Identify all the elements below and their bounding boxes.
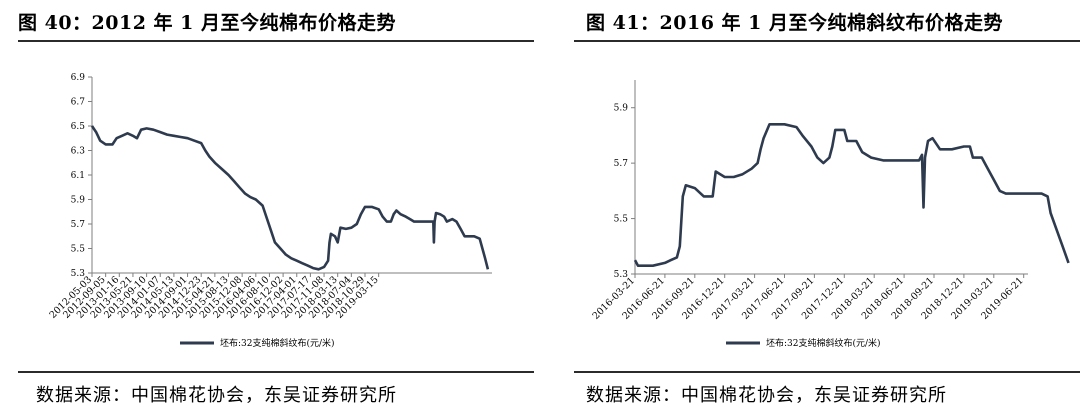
figure-40-chart: 6.96.76.56.36.15.95.75.55.32012-05-03201… (48, 73, 492, 349)
figure-40-title: 图 40：2012 年 1 月至今纯棉布价格走势 (18, 12, 397, 34)
y-tick-label: 5.5 (71, 245, 86, 255)
y-tick-label: 5.7 (71, 220, 86, 230)
y-tick-label: 5.9 (71, 196, 86, 206)
figure-40-panel: 图 40：2012 年 1 月至今纯棉布价格走势 6.9 6.7 6.5 6.3 6.1… (18, 12, 534, 406)
figure-41-panel: 图 41：2016 年 1 月至今纯棉斜纹布价格走势 5.9 5.7 5.5 5.3 2… (556, 0, 1080, 418)
source-rule (18, 371, 534, 373)
series-line (633, 123, 1070, 267)
series-line (90, 125, 490, 271)
title-rule (574, 40, 1080, 42)
legend-label: 坯布:32支纯棉斜纹布(元/米) (220, 337, 335, 349)
legend-label: 坯布:32支纯棉斜纹布(元/米) (766, 337, 881, 349)
y-tick-label: 6.9 (71, 73, 86, 83)
y-tick-label: 5.3 (614, 270, 629, 280)
y-tick-label: 6.5 (71, 122, 86, 132)
y-tick-label: 5.3 (71, 269, 86, 279)
figure-41-source: 数据来源：中国棉花协会，东吴证券研究所 (586, 385, 947, 406)
figure-41-title: 图 41：2016 年 1 月至今纯棉斜纹布价格走势 (586, 12, 1004, 34)
y-tick-label: 5.5 (614, 215, 629, 225)
y-tick-label: 6.7 (71, 98, 86, 108)
y-tick-label: 5.9 (614, 104, 629, 114)
title-rule (18, 40, 534, 42)
figure-40-source: 数据来源：中国棉花协会，东吴证券研究所 (36, 385, 397, 406)
figure-41-chart: 5.95.75.55.32016-03-212016-06-212016-09-… (591, 80, 1070, 349)
y-tick-label: 6.1 (71, 171, 85, 181)
y-tick-label: 6.3 (71, 147, 86, 157)
source-rule (574, 371, 1080, 373)
y-tick-label: 5.7 (614, 159, 629, 169)
